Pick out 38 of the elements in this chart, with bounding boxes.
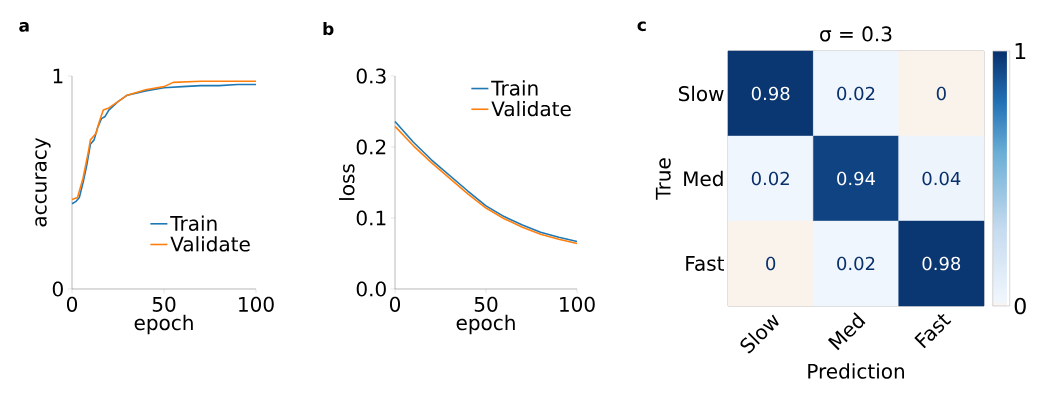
- data-label: 0: [766, 256, 776, 271]
- x-tick-label: 100: [239, 296, 274, 312]
- data-label: 0.04: [922, 171, 961, 186]
- data-label: 0.94: [837, 171, 876, 186]
- y-axis-title: accuracy: [35, 137, 51, 227]
- y-tick-label: Slow: [678, 85, 724, 102]
- x-tick-label: 50: [152, 296, 176, 312]
- data-label: 0.98: [751, 86, 790, 101]
- y-tick-label: Med: [684, 170, 723, 187]
- y-tick-label: 0.2: [356, 139, 386, 155]
- x-tick-label: 0: [389, 296, 401, 312]
- legend-label: Train: [170, 215, 217, 231]
- data-label: 0.02: [837, 86, 875, 101]
- text: c: [637, 21, 646, 32]
- y-tick-label: 0.1: [356, 210, 386, 226]
- text: a: [19, 22, 29, 32]
- y-axis-title: True: [655, 158, 671, 200]
- x-tick-label: 0: [66, 296, 78, 312]
- text: b: [323, 22, 334, 36]
- x-tick-label: 100: [560, 296, 595, 312]
- data-label: 0.02: [837, 256, 875, 271]
- x-axis-title: epoch: [456, 314, 515, 335]
- y-tick-label: 0.0: [356, 281, 386, 297]
- data-label: 0.98: [922, 256, 961, 271]
- legend-label: Validate: [491, 100, 571, 117]
- y-tick-label: 0.3: [356, 68, 386, 84]
- y-axis-title: loss: [339, 164, 355, 200]
- legend-label: Validate: [170, 236, 250, 252]
- legend-label: Train: [491, 80, 538, 96]
- color-bar-label: 1: [1015, 42, 1026, 60]
- x-axis-title: Prediction: [808, 363, 904, 379]
- chart-title: σ = 0.3: [820, 26, 892, 42]
- data-label: 0.02: [751, 171, 789, 186]
- x-axis-title: epoch: [134, 314, 193, 335]
- y-tick-label: Fast: [686, 256, 724, 271]
- data-label: 0: [936, 86, 946, 101]
- x-tick-label: Fast: [914, 313, 952, 349]
- x-tick-label: 50: [474, 296, 498, 312]
